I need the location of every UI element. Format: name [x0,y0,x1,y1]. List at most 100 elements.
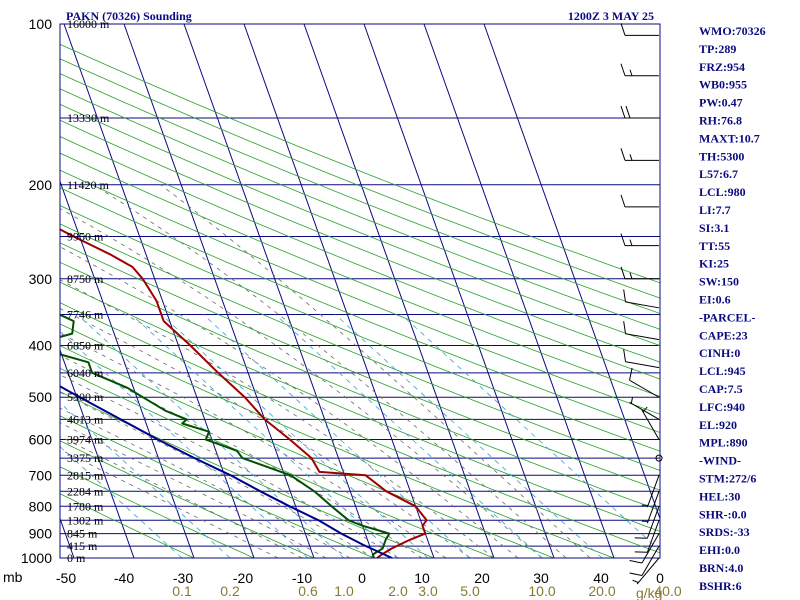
pressure-tick-label: 900 [29,526,53,542]
wind-barb-flag [620,105,626,119]
isotherm-line [363,24,555,558]
pressure-tick-label: 100 [29,16,53,32]
wind-barb [623,321,660,341]
dry-adiabat-line [60,119,660,363]
mixing-ratio-tick-label: 40.0 [654,583,681,599]
moist-adiabat-line [60,435,303,558]
wind-barb [632,557,660,585]
moist-adiabat-line [60,391,375,558]
wind-barb [623,349,660,369]
pressure-unit-label: mb [3,569,23,585]
temperature-tick-labels: -50 -40 -30 -20 -10 0 10 20 30 40 0 [56,570,664,586]
index-value: LCL:945 [699,364,746,378]
wind-barb [641,406,660,440]
dry-adiabat-line [60,493,195,558]
mixing-ratio-tick-label: 0.1 [172,583,192,599]
isotherm-line [63,24,255,558]
wind-barb [620,105,659,119]
height-label: 415 m [67,539,98,553]
temperature-tick-label: -10 [292,570,312,586]
station-title: PAKN (70326) Sounding [66,9,192,23]
pressure-tick-label: 800 [29,498,53,514]
index-value: SRDS:-33 [699,525,750,539]
mixing-ratio-tick-labels: 0.1 0.2 0.6 1.0 2.0 3.0 5.0 10.0 20.0 40.0 [172,583,682,599]
mixing-ratio-tick-label: 1.0 [334,583,354,599]
height-label: 3375 m [67,451,104,465]
wind-barb-flag [620,63,626,76]
height-label: 7746 m [67,308,104,322]
index-value: -WIND- [699,454,741,468]
index-value: TH:5300 [699,149,744,163]
wind-barb-half-flag [629,272,633,279]
background-lines [60,24,660,558]
wind-barb-staff [646,520,660,553]
index-value: HEL:30 [699,489,740,503]
dry-adiabat-line [60,169,660,415]
moist-adiabat-line [60,448,279,558]
wind-barb-staff [641,545,660,576]
index-value: CAPE:23 [699,328,748,342]
height-label: 1780 m [67,499,104,513]
pressure-tick-label: 300 [29,271,53,287]
indices-panel: WMO:70326 TP:289 FRZ:954 WB0:955 PW:0.47 RH:7… [699,24,766,593]
moist-adiabat-line [60,279,495,558]
mixing-ratio-line [161,314,429,558]
wind-barb [655,454,663,462]
wind-barb-flag [623,289,627,302]
wind-barb-staff [641,409,660,440]
dewpoint-trace [60,313,391,558]
dry-adiabat-line [60,391,435,558]
index-value: EL:920 [699,418,737,432]
index-value: FRZ:954 [699,60,745,74]
wind-barb-staff [646,506,660,539]
temperature-tick-label: 20 [474,570,490,586]
wind-barb [629,367,660,398]
temperature-tick-label: 0 [656,570,664,586]
isotherm-line [303,24,495,558]
wind-barb [620,233,659,247]
index-value: MAXT:10.7 [699,131,760,145]
index-value: BRN:4.0 [699,561,743,575]
wind-barb [641,475,660,508]
temperature-tick-label: 40 [593,570,609,586]
wind-barb-flag [623,349,627,362]
wind-barb-flag [620,23,626,36]
dry-adiabat-line [60,43,660,284]
isotherm-line [60,179,195,558]
index-value: L57:6.7 [699,167,738,181]
mixing-ratio-line [60,446,183,558]
dry-adiabat-line [60,187,660,433]
height-label: 9950 m [67,229,104,243]
height-label: 8750 m [67,272,104,286]
height-label: 2284 m [67,484,104,498]
dry-adiabat-line [60,302,660,554]
pressure-tick-label: 500 [29,389,53,405]
wind-barb [620,148,659,161]
dry-adiabat-line [60,466,255,558]
isotherm-line [423,24,615,558]
dry-adiabat-line [60,73,660,314]
wind-barb [620,23,659,36]
moist-adiabat-line [60,246,519,558]
wind-barbs [620,23,663,585]
mixing-ratio-line [275,314,543,558]
index-value: MPL:890 [699,436,748,450]
index-value: WMO:70326 [699,24,766,38]
height-label: 16000 m [67,17,110,31]
dry-adiabat-line [60,261,660,511]
wind-barb [623,289,660,309]
mixing-ratio-unit-label: g/kg [636,585,662,600]
mixing-ratio-line [60,402,231,558]
wind-barb [620,266,659,280]
index-value: LCL:980 [699,185,746,199]
wind-barb-flag [620,194,626,208]
wind-barb-half-flag [642,406,648,413]
height-label: 4613 m [67,412,104,426]
wind-barb-staff [646,475,660,508]
index-value: CAP:7.5 [699,382,743,396]
wind-barb-half-flag [630,397,634,404]
plot-frame [59,23,661,559]
isotherm-line [60,348,135,558]
dry-adiabat-line [60,367,495,558]
index-value: LI:7.7 [699,203,731,217]
